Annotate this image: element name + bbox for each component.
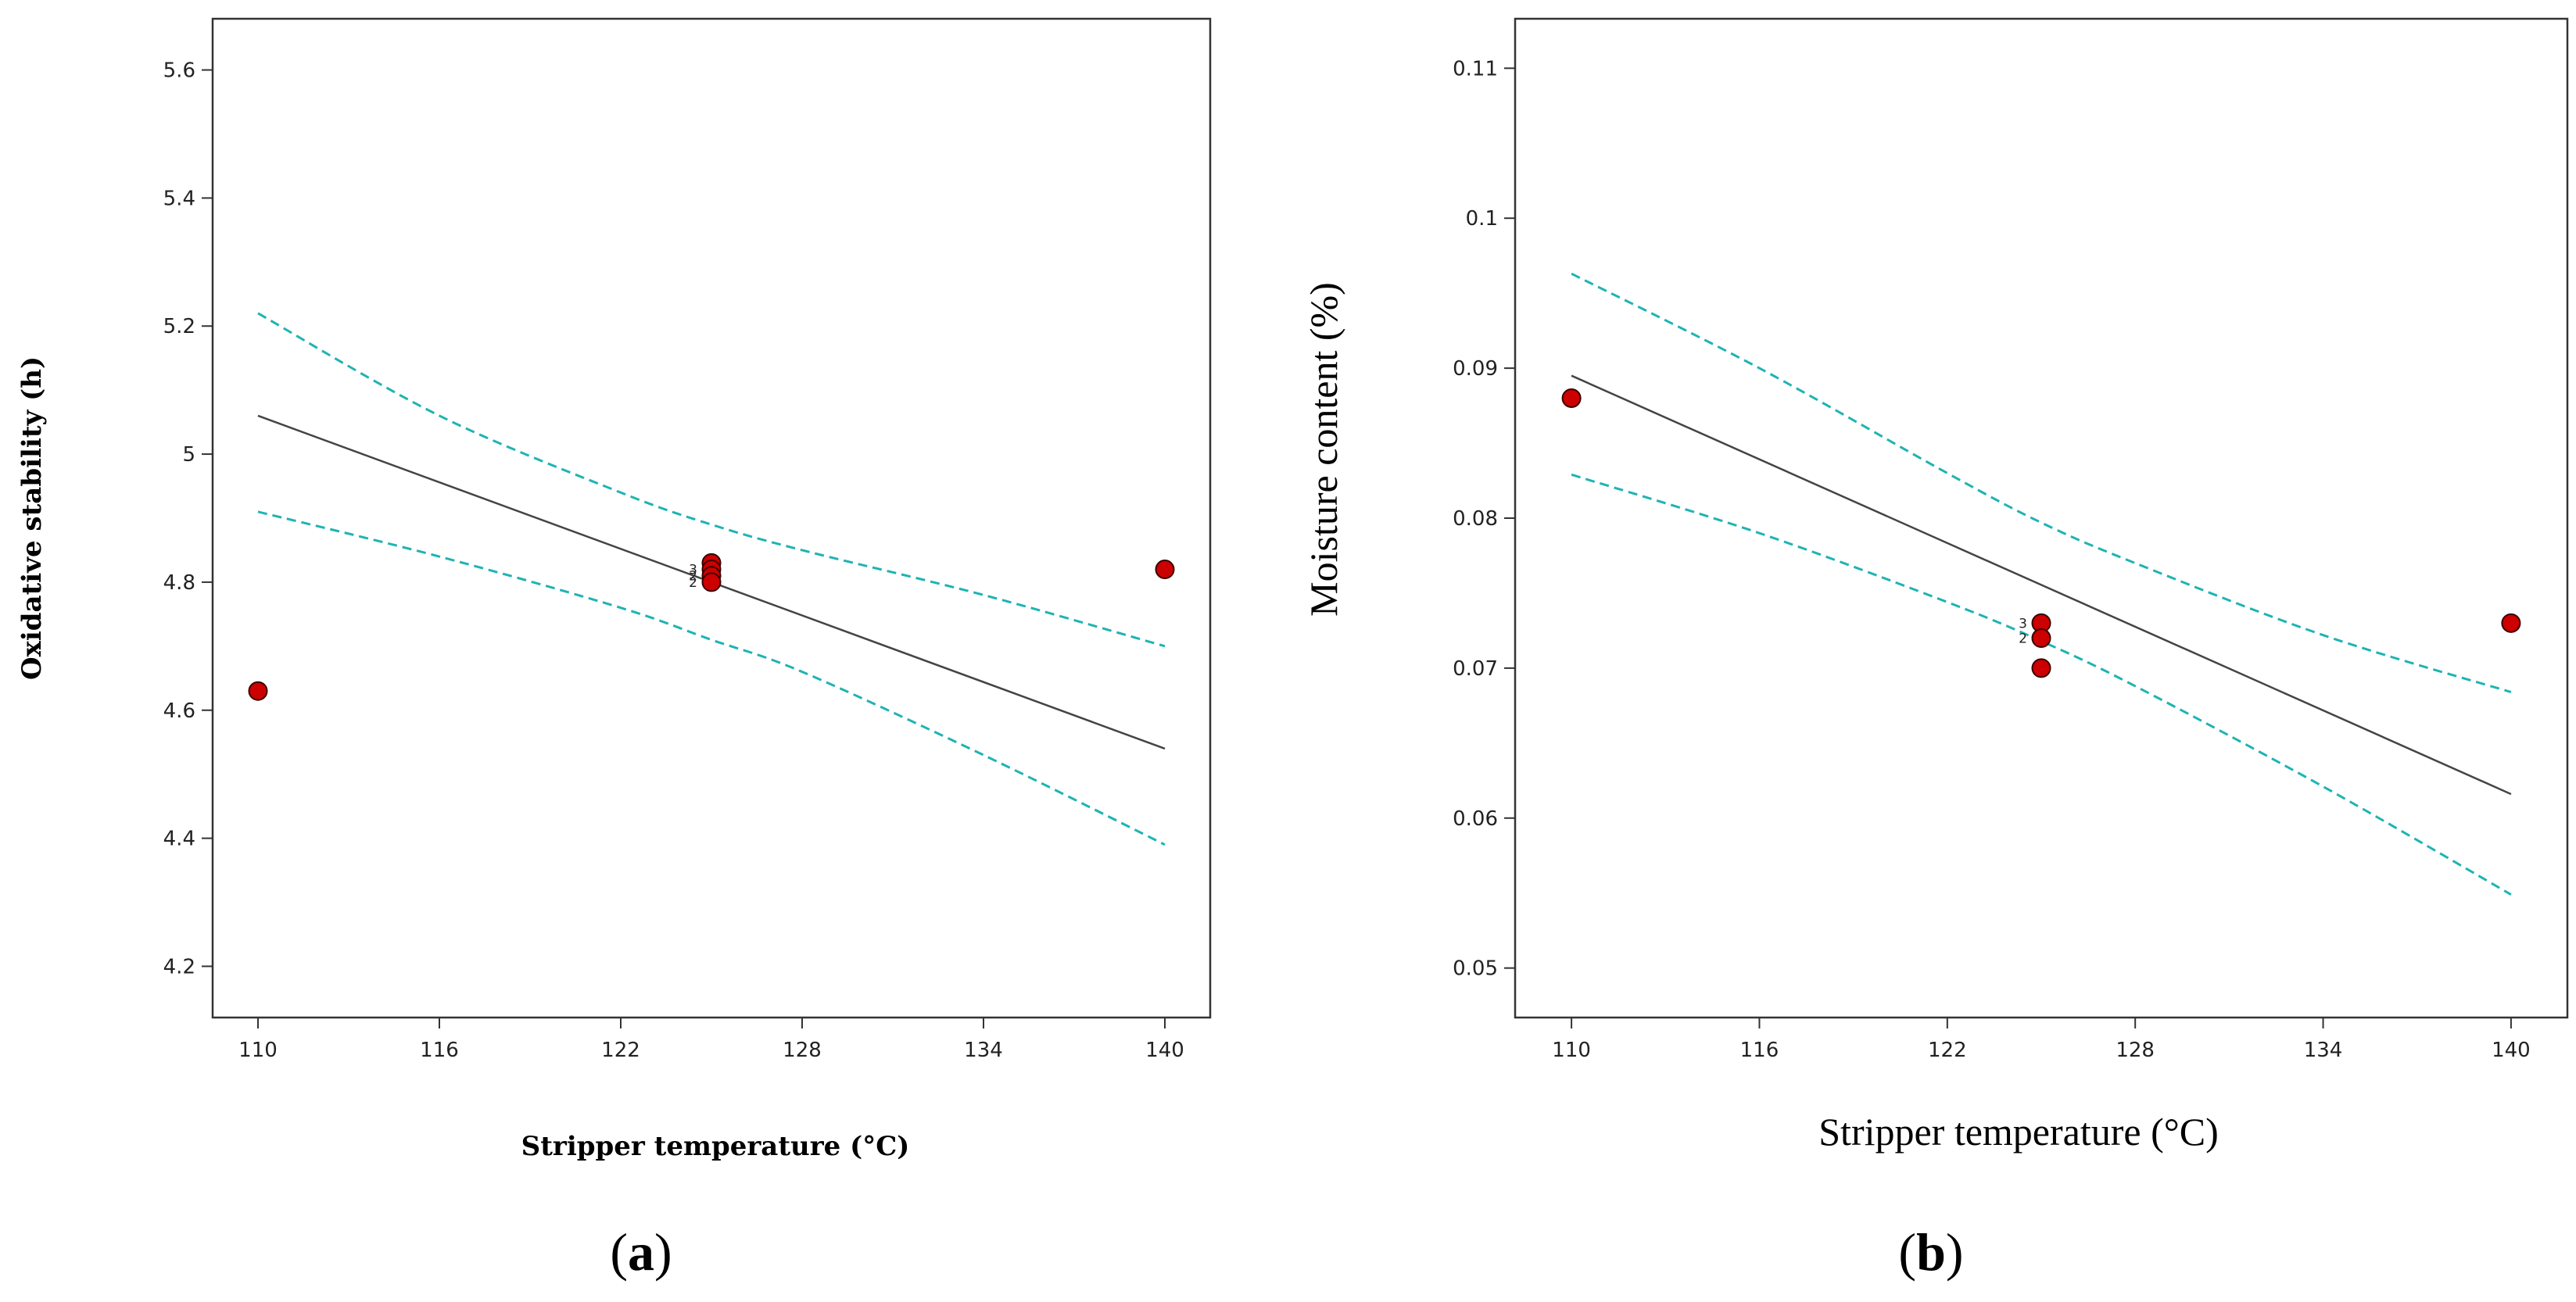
data-point-a-5 (1155, 560, 1175, 580)
data-point-b-3 (2031, 658, 2051, 678)
data-point-a-0 (248, 681, 268, 701)
point-count-label-a-2: 2 (689, 575, 697, 591)
x-tick-label-b-1: 116 (1740, 1039, 1779, 1062)
data-point-b-4 (2501, 613, 2521, 633)
point-count-label-b-0: 3 (2019, 616, 2027, 631)
y-tick-label-b-4: 0.09 (1453, 357, 1498, 381)
y-tick-label-a-5: 5.2 (163, 315, 195, 338)
x-axis-label-a: Stripper temperature (°C) (521, 1131, 910, 1162)
panel-label-a: (a) (610, 1222, 672, 1282)
y-tick-label-a-7: 5.6 (163, 59, 195, 83)
x-tick-label-a-3: 128 (783, 1039, 822, 1062)
x-tick-label-a-4: 134 (964, 1039, 1003, 1062)
y-axis-label-b: Moisture content (%) (1302, 282, 1345, 617)
x-axis-label-b: Stripper temperature (°C) (1818, 1110, 2218, 1154)
y-axis-label-a: Oxidative stability (h) (16, 356, 48, 680)
y-tick-label-b-1: 0.06 (1453, 807, 1498, 831)
y-tick-label-b-0: 0.05 (1453, 957, 1498, 981)
data-point-b-0 (1561, 388, 1582, 408)
point-count-label-b-1: 2 (2019, 631, 2027, 647)
chart-marks-b: 110 116 122 128 134 140 0.05 0.06 0.07 0.08 0.09 0.… (1453, 57, 2531, 1062)
x-tick-label-a-2: 122 (601, 1039, 640, 1062)
series-upper_ci-b (1571, 272, 2512, 694)
y-tick-label-b-3: 0.08 (1453, 507, 1498, 531)
plot-frame-b (1514, 17, 2569, 1019)
y-tick-label-b-5: 0.1 (1466, 207, 1498, 231)
x-tick-label-a-0: 110 (238, 1039, 278, 1062)
panel-letter-a: a (628, 1222, 654, 1282)
x-tick-label-a-1: 116 (420, 1039, 459, 1062)
y-tick-label-a-6: 5.4 (163, 187, 195, 210)
data-point-b-2 (2031, 628, 2051, 649)
series-upper_ci-a (257, 312, 1166, 648)
series-fit-b (1571, 374, 2512, 796)
y-tick-label-a-3: 4.8 (163, 571, 195, 595)
x-tick-label-a-5: 140 (1145, 1039, 1184, 1062)
point-count-label-a-0: 3 (689, 563, 697, 578)
point-count-label-a-1: 2 (689, 569, 697, 585)
chart-panel-a: 110 116 122 128 134 140 4.2 4.4 4.6 4.8 5 5.2 5.4 5.6… (16, 17, 1212, 1282)
panel-label-b: (b) (1898, 1222, 1963, 1282)
y-tick-label-b-2: 0.07 (1453, 657, 1498, 681)
x-tick-label-b-5: 140 (2492, 1039, 2531, 1062)
y-tick-label-b-6: 0.11 (1453, 57, 1498, 80)
data-point-a-4 (701, 572, 722, 592)
x-tick-label-b-3: 128 (2116, 1039, 2155, 1062)
series-lower_ci-a (257, 510, 1166, 846)
y-tick-label-a-2: 4.6 (163, 699, 195, 723)
x-tick-label-b-2: 122 (1928, 1039, 1967, 1062)
y-tick-label-a-1: 4.4 (163, 828, 195, 851)
y-tick-label-a-0: 4.2 (163, 955, 195, 978)
series-lower_ci-b (1571, 473, 2512, 896)
x-tick-label-b-4: 134 (2304, 1039, 2343, 1062)
x-tick-label-b-0: 110 (1552, 1039, 1591, 1062)
y-tick-label-a-4: 5 (182, 443, 195, 467)
plot-frame-a (211, 17, 1212, 1019)
chart-panel-b: 110 116 122 128 134 140 0.05 0.06 0.07 0.08 0.09 0.… (1302, 17, 2569, 1282)
panel-letter-b: b (1916, 1222, 1946, 1282)
chart-marks-a: 110 116 122 128 134 140 4.2 4.4 4.6 4.8 5 5.2 5.4 5.6… (163, 59, 1184, 1062)
